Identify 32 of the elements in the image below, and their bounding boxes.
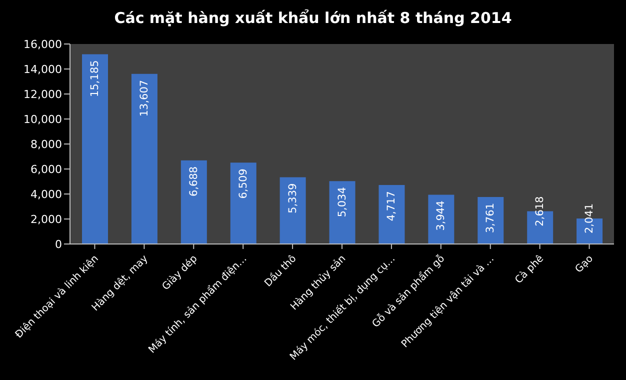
data-label: 3,944 (435, 200, 448, 231)
data-label: 4,717 (386, 191, 398, 222)
bar (230, 162, 256, 244)
data-label: 5,034 (336, 186, 348, 218)
x-tick-label: Gạo (573, 253, 596, 276)
y-tick-label: 6,000 (30, 162, 62, 176)
y-tick-label: 2,000 (30, 212, 62, 226)
bar (378, 185, 405, 244)
bar (180, 160, 207, 244)
y-tick-label: 16,000 (24, 38, 62, 51)
bar (131, 74, 158, 244)
data-label: 13,607 (138, 80, 150, 117)
data-label: 2,041 (584, 203, 596, 234)
y-tick-label: 4,000 (30, 188, 62, 201)
data-label: 15,185 (89, 60, 101, 97)
data-label: 3,761 (484, 202, 497, 234)
bar (82, 54, 108, 244)
y-tick-label: 12,000 (24, 88, 62, 101)
chart-title: Các mặt hàng xuất khẩu lớn nhất 8 tháng 2014 (113, 9, 513, 27)
data-label: 6,509 (237, 168, 250, 199)
y-tick-label: 14,000 (24, 62, 62, 76)
bar (280, 177, 306, 244)
y-tick-label: 10,000 (24, 112, 62, 126)
bar (428, 194, 454, 244)
bar (329, 181, 356, 244)
data-label: 6,688 (188, 166, 200, 196)
y-tick-label: 8,000 (30, 138, 62, 151)
y-tick-label: 0 (55, 238, 62, 251)
bar (478, 196, 504, 244)
x-tick-label: Dầu thô (262, 252, 299, 290)
data-label: 5,339 (286, 183, 299, 214)
data-label: 2,618 (534, 196, 546, 226)
